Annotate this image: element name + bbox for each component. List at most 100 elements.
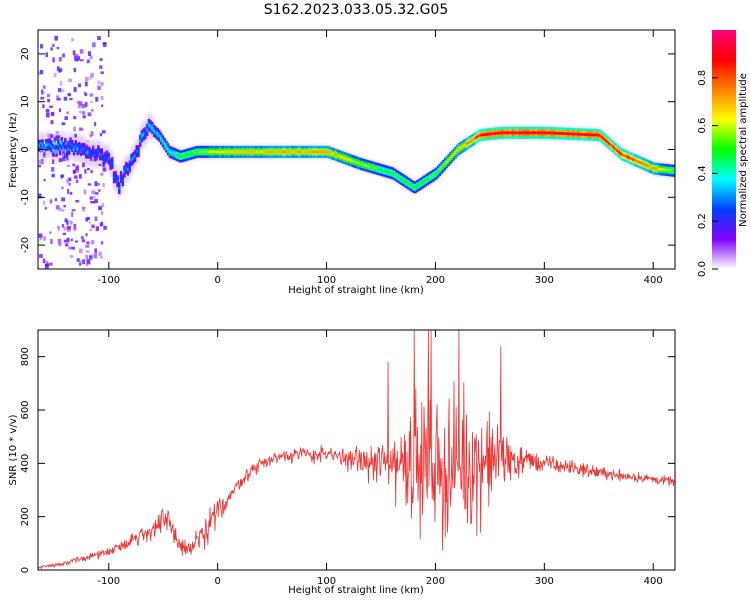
- spectrogram-x-ticks: -100 0 100 200 300 400: [97, 30, 663, 286]
- noise-cell: [63, 153, 68, 159]
- noise-cell: [40, 44, 44, 49]
- ridge-cell-core: [85, 151, 88, 154]
- ridge-cell-core: [642, 162, 645, 166]
- ridge-cell-core: [531, 131, 534, 135]
- noise-cell: [58, 68, 63, 72]
- ridge-cell-core: [543, 131, 546, 135]
- noise-cell: [67, 189, 70, 194]
- noise-cell: [44, 207, 47, 210]
- ridge-cell-core: [262, 150, 266, 154]
- ridge-cell-core: [414, 185, 417, 189]
- noise-cell: [49, 134, 54, 139]
- ridge-cell-core: [177, 154, 180, 158]
- noise-cell: [79, 151, 83, 154]
- noise-cell: [50, 239, 53, 244]
- noise-cell: [59, 80, 63, 86]
- ridge-cell-core: [125, 166, 128, 170]
- ridge-cell-core: [586, 133, 590, 137]
- ridge-cell-core: [663, 168, 666, 172]
- ridge-cell-core: [583, 133, 586, 136]
- ridge-cell-core: [53, 142, 57, 145]
- ridge-cell-core: [109, 162, 112, 166]
- noise-cell: [70, 238, 73, 242]
- ridge-cell-core: [609, 143, 612, 146]
- x-tick-label: 100: [317, 275, 336, 286]
- ridge-cell-core: [398, 176, 401, 180]
- ridge-cell-core: [175, 153, 178, 157]
- noise-cell: [89, 55, 93, 60]
- noise-cell: [99, 65, 103, 69]
- noise-cell: [58, 87, 62, 93]
- noise-cell: [41, 148, 45, 153]
- ridge-cell-core: [626, 155, 630, 159]
- ridge-cell-core: [416, 184, 419, 188]
- noise-cell: [52, 153, 56, 158]
- noise-cell: [52, 159, 55, 165]
- ridge-cell-core: [259, 150, 262, 154]
- ridge-cell-core: [62, 146, 65, 150]
- ridge-cell-core: [447, 158, 450, 162]
- noise-cell: [75, 165, 79, 170]
- ridge-cell-core: [480, 133, 483, 137]
- noise-cell: [58, 243, 62, 246]
- noise-cell: [63, 239, 67, 243]
- ridge-cell-core: [475, 136, 478, 139]
- ridge-cell-core: [302, 150, 306, 154]
- ridge-cell-core: [384, 169, 388, 173]
- ridge-cell-core: [665, 168, 668, 172]
- noise-cell: [81, 128, 84, 131]
- ridge-cell-core: [417, 183, 421, 187]
- ridge-cell-core: [264, 150, 267, 154]
- ridge-cell-core: [154, 131, 158, 134]
- ridge-cell-core: [308, 150, 311, 154]
- noise-cell: [69, 98, 73, 101]
- noise-cell: [49, 199, 53, 204]
- ridge-cell-core: [456, 149, 459, 153]
- noise-cell: [53, 72, 57, 78]
- noise-cell: [73, 87, 77, 92]
- ridge-cell-core: [334, 153, 337, 157]
- noise-cell: [85, 233, 88, 237]
- noise-cell: [67, 93, 71, 96]
- spectrogram-background: [38, 30, 675, 269]
- ridge-cell-core: [315, 150, 318, 154]
- ridge-cell-core: [276, 150, 280, 154]
- ridge-cell-core: [539, 131, 543, 135]
- ridge-cell-core: [612, 146, 616, 149]
- noise-cell: [86, 59, 90, 63]
- ridge-cell-core: [182, 154, 185, 158]
- noise-cell: [57, 226, 60, 231]
- ridge-cell-core: [487, 132, 490, 136]
- ridge-cell-core: [203, 150, 206, 154]
- noise-cell: [95, 226, 99, 232]
- ridge-cell-core: [90, 153, 93, 157]
- ridge-cell-core: [163, 142, 166, 146]
- ridge-cell-core: [428, 176, 431, 180]
- ridge-cell-core: [619, 152, 623, 156]
- ridge-cell-core: [365, 164, 368, 168]
- ridge-cell-core: [107, 157, 111, 161]
- ridge-cell-core: [180, 154, 184, 158]
- ridge-cell-core: [484, 133, 487, 137]
- noise-cell: [39, 69, 44, 75]
- ridge-cell-core: [501, 131, 504, 135]
- ridge-cell-core: [330, 152, 334, 155]
- y-tick-label: 800: [20, 347, 31, 366]
- ridge-cell-core: [553, 131, 557, 135]
- noise-cell: [94, 192, 99, 195]
- spectrogram-heatmap: [38, 35, 675, 269]
- ridge-cell-core: [356, 161, 360, 165]
- noise-cell: [80, 59, 84, 62]
- ridge-cell-core: [489, 132, 492, 136]
- ridge-cell-core: [532, 131, 536, 135]
- ridge-cell-core: [299, 150, 302, 154]
- ridge-cell-core: [71, 144, 74, 148]
- noise-cell: [58, 56, 62, 62]
- ridge-cell-core: [635, 159, 638, 163]
- ridge-cell-core: [95, 153, 98, 156]
- ridge-cell-core: [607, 141, 611, 145]
- ridge-cell-core: [623, 154, 626, 157]
- ridge-cell-core: [407, 182, 410, 185]
- ridge-cell-core: [520, 131, 523, 135]
- noise-cell: [87, 112, 92, 117]
